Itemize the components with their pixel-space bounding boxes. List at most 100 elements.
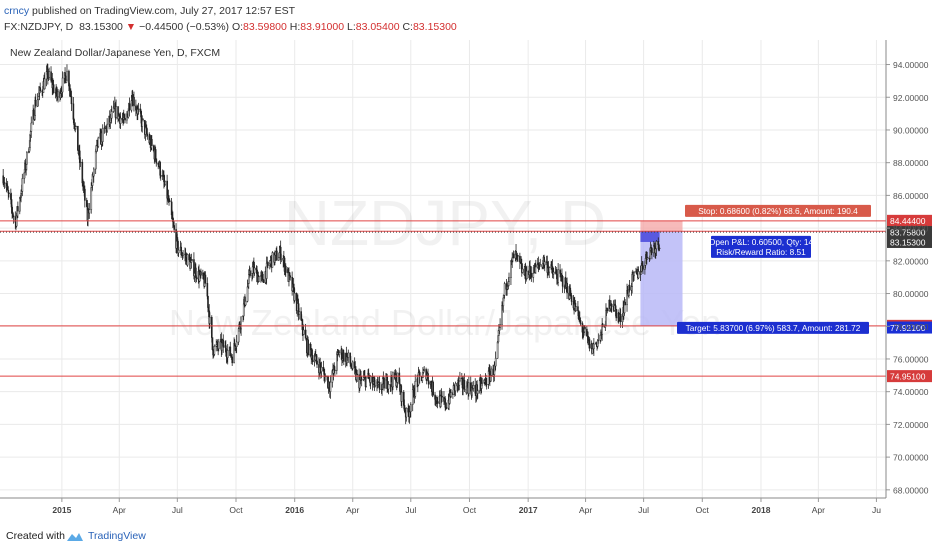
position-zones[interactable] [640, 220, 683, 326]
candle-body [356, 373, 359, 376]
candle-body [334, 369, 336, 371]
tradingview-brand[interactable]: TradingView [88, 530, 146, 542]
candle-body [651, 248, 653, 254]
candle-body [454, 383, 457, 392]
candle-body [445, 407, 448, 409]
price-axis[interactable]: 68.00000 70.00000 72.00000 74.00000 76.00000… [885, 40, 929, 498]
candle-body [450, 392, 452, 397]
candle-body [21, 178, 24, 192]
author-link[interactable]: crncy [4, 5, 30, 17]
watermark-symbol: NZDJPY, D [284, 187, 606, 259]
price-label: 74.95100 [890, 371, 926, 381]
candle-body [133, 96, 135, 107]
candle-body [610, 304, 613, 307]
candle-body [34, 99, 37, 107]
candle-body [561, 276, 564, 287]
candle-body [436, 401, 439, 404]
candle-body [262, 279, 265, 283]
candle-body [552, 271, 555, 275]
candle-body [200, 271, 202, 276]
y-tick-label: 94.00000 [893, 60, 929, 70]
stop-zone [640, 220, 683, 232]
candle-body [213, 346, 216, 355]
candle-body [26, 151, 28, 165]
time-axis[interactable]: 2015 Apr Jul Oct 2016 Apr Jul Oct 2017 Apr Jul Oct 2… [0, 497, 886, 515]
candle-body [530, 272, 533, 278]
candle-body [519, 255, 521, 263]
candle-body [314, 355, 316, 361]
candle-body [517, 255, 519, 257]
candle-body [307, 339, 309, 356]
candle-body [535, 264, 537, 268]
price-label: 84.44400 [890, 216, 926, 226]
candle-body [503, 283, 506, 296]
price-label: 77.92100 [890, 323, 926, 333]
candle-body [110, 111, 113, 119]
candle-body [70, 96, 73, 105]
candle-body [77, 125, 79, 151]
candle-body [73, 119, 75, 125]
candle-body [496, 341, 499, 359]
close-value: 83.15300 [412, 21, 457, 33]
candle-body [168, 200, 171, 203]
candle-body [566, 282, 568, 294]
candle-body [229, 346, 232, 356]
candle-body [472, 385, 475, 389]
candle-body [211, 337, 214, 350]
candle-body [628, 285, 631, 291]
candle-body [490, 368, 493, 376]
x-tick-label: Jul [638, 505, 649, 515]
y-tick-label: 92.00000 [893, 93, 929, 103]
candle-body [193, 273, 196, 277]
change-value: −0.44500 (−0.53%) [139, 21, 230, 33]
candle-body [459, 377, 461, 382]
x-tick-label: Oct [463, 505, 477, 515]
candle-body [637, 271, 640, 279]
y-tick-label: 78.00000 [893, 322, 929, 332]
candle-body [271, 252, 274, 268]
x-tick-label: Apr [346, 505, 359, 515]
x-tick-label: 2017 [519, 505, 538, 515]
candle-body [253, 267, 256, 274]
candle-body [39, 87, 42, 92]
candle-body [655, 241, 658, 250]
x-tick-label: Oct [229, 505, 243, 515]
candle-body [396, 372, 399, 383]
candle-body [392, 372, 394, 388]
candle-body [159, 175, 162, 177]
candle-body [584, 326, 586, 330]
x-tick-label: Jul [405, 505, 416, 515]
candle-body [191, 259, 193, 261]
down-arrow-icon: ▼ [125, 21, 137, 33]
pnl-label: Risk/Reward Ratio: 8.51 [716, 247, 806, 257]
chart-title: New Zealand Dollar/Japanese Yen, D, FXCM [10, 47, 220, 59]
candle-body [154, 149, 157, 160]
candle-body [593, 343, 595, 350]
candle-body [12, 215, 15, 218]
candle-body [302, 329, 305, 335]
x-tick-label: 2018 [752, 505, 771, 515]
footer: Created with TradingView [0, 522, 932, 550]
candle-body [231, 356, 234, 364]
ohlc-line: FX:NZDJPY, D 83.15300 ▼ −0.44500 (−0.53%… [4, 21, 457, 33]
candle-body [211, 316, 213, 338]
candle-body [658, 247, 661, 249]
candle-body [222, 339, 225, 348]
candle-body [423, 369, 426, 371]
candle-body [137, 108, 140, 110]
candle-body [385, 379, 387, 389]
pnl-label: Open P&L: 0.60500, Qty: 14 [709, 237, 814, 247]
symbol-label[interactable]: FX:NZDJPY, D [4, 21, 74, 33]
candle-body [186, 254, 189, 266]
x-tick-label: Jul [172, 505, 183, 515]
candle-body [61, 77, 64, 93]
candle-body [597, 339, 600, 342]
candle-body [298, 311, 301, 316]
candle-body [146, 133, 149, 137]
candle-body [218, 341, 220, 349]
candle-body [66, 70, 68, 81]
candle-body [285, 265, 287, 273]
price-chart[interactable]: NZDJPY, D New Zealand Dollar/Japanese Ye… [0, 40, 932, 522]
y-tick-label: 88.00000 [893, 158, 929, 168]
candle-body [267, 261, 269, 266]
